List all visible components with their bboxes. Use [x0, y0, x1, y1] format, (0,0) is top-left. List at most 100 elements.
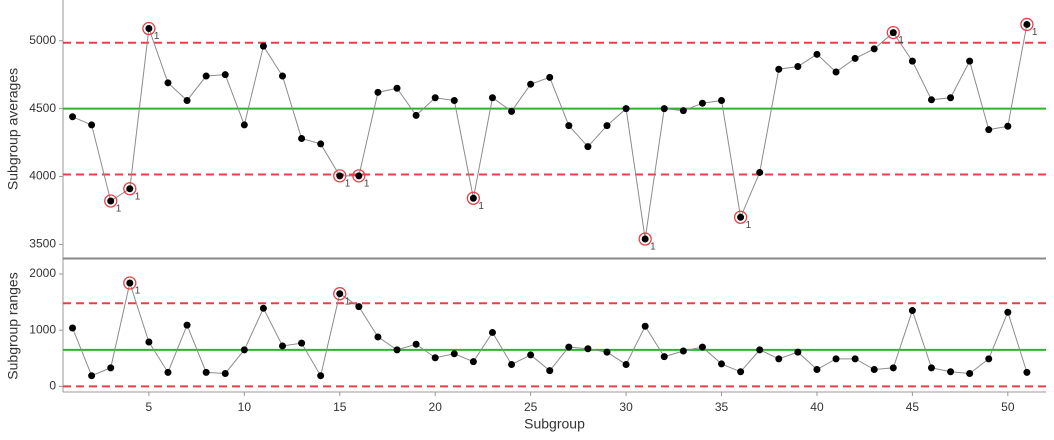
- data-point: [412, 111, 420, 119]
- data-point: [107, 364, 115, 372]
- data-point: [813, 50, 821, 58]
- flag-ring: [733, 210, 748, 224]
- data-point: [927, 364, 935, 372]
- data-point: [69, 113, 77, 121]
- flag-label: 1: [345, 296, 351, 307]
- y-tick-label: 1000: [29, 322, 56, 336]
- data-point: [374, 88, 382, 96]
- flag-ring: [1020, 17, 1034, 32]
- data-point: [508, 360, 516, 368]
- y-tick-label: 2000: [29, 266, 56, 280]
- data-point: [870, 366, 878, 374]
- flag-ring: [333, 169, 347, 183]
- flag-ring: [352, 169, 366, 183]
- data-point: [813, 366, 821, 374]
- data-point: [355, 303, 363, 311]
- data-point: [183, 96, 191, 104]
- flag-ring: [638, 232, 652, 246]
- data-point: [259, 42, 267, 50]
- data-point: [527, 80, 535, 88]
- data-point: [947, 368, 955, 376]
- data-point: [775, 355, 783, 363]
- flag-ring: [466, 191, 481, 205]
- data-point: [794, 348, 802, 356]
- data-point: [164, 79, 172, 87]
- data-point: [527, 351, 535, 359]
- data-point: [584, 143, 592, 151]
- flag-label: 1: [478, 201, 484, 212]
- data-point: [1023, 368, 1031, 376]
- data-point: [202, 368, 210, 376]
- x-tick-label: 20: [429, 400, 443, 414]
- data-point: [756, 168, 764, 176]
- data-point: [718, 360, 726, 368]
- data-point: [641, 235, 649, 243]
- data-point: [679, 107, 687, 115]
- data-point: [832, 355, 840, 363]
- data-point: [164, 368, 172, 376]
- data-point: [317, 140, 325, 148]
- x-tick-label: 40: [810, 400, 824, 414]
- data-point: [947, 94, 955, 102]
- data-point: [279, 72, 287, 80]
- data-point: [641, 322, 649, 330]
- flag-label: 1: [135, 286, 141, 297]
- data-point: [240, 121, 248, 129]
- data-point: [660, 105, 668, 113]
- data-point: [985, 126, 993, 134]
- data-point: [679, 347, 687, 355]
- data-point: [546, 73, 554, 81]
- data-point: [469, 194, 477, 202]
- data-point: [603, 122, 611, 130]
- flag-label: 1: [135, 191, 141, 202]
- data-point: [145, 25, 153, 33]
- y-axis-label: Subgroup ranges: [5, 272, 21, 379]
- flag-ring: [104, 194, 118, 208]
- data-point: [508, 107, 516, 115]
- data-point: [107, 197, 115, 205]
- data-point: [145, 338, 153, 346]
- flag-label: 1: [364, 178, 370, 189]
- flag-label: 1: [650, 242, 656, 253]
- x-tick-label: 25: [524, 400, 538, 414]
- x-tick-label: 30: [619, 400, 633, 414]
- data-point: [240, 346, 248, 354]
- data-point: [603, 348, 611, 356]
- data-point: [622, 105, 630, 113]
- data-point: [221, 71, 229, 79]
- flag-ring: [123, 182, 137, 196]
- flag-label: 1: [154, 31, 160, 42]
- data-point: [908, 307, 916, 315]
- flag-ring: [886, 25, 900, 40]
- data-point: [565, 122, 573, 130]
- data-point: [985, 355, 993, 363]
- flag-ring: [333, 287, 347, 301]
- data-point: [126, 185, 134, 193]
- data-point: [88, 372, 96, 380]
- y-tick-label: 4500: [29, 101, 56, 115]
- data-point: [393, 346, 401, 354]
- data-point: [431, 94, 439, 102]
- data-point: [966, 57, 974, 65]
- flag-ring: [142, 21, 156, 36]
- data-point: [794, 63, 802, 71]
- data-point: [298, 339, 306, 347]
- data-point: [374, 333, 382, 341]
- data-point: [832, 68, 840, 76]
- data-point: [660, 353, 668, 361]
- data-point: [336, 290, 344, 298]
- data-point: [431, 354, 439, 362]
- data-point: [450, 96, 458, 104]
- flag-label: 1: [116, 204, 122, 215]
- x-tick-label: 45: [906, 400, 920, 414]
- data-point: [1004, 308, 1012, 316]
- data-point: [927, 96, 935, 104]
- flag-label: 1: [345, 178, 351, 189]
- y-tick-label: 0: [49, 379, 56, 393]
- y-tick-label: 3500: [29, 237, 56, 251]
- data-point: [183, 321, 191, 329]
- y-tick-label: 4000: [29, 169, 56, 183]
- data-point: [622, 360, 630, 368]
